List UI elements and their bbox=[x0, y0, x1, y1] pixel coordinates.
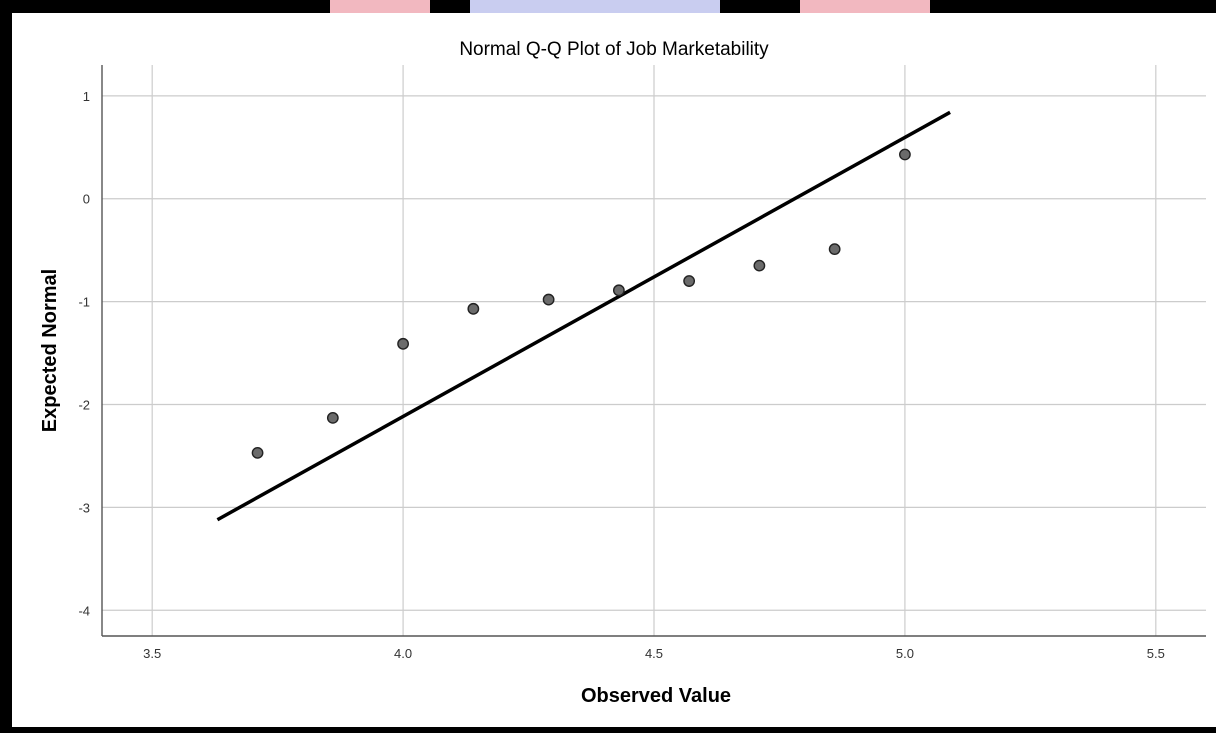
data-point bbox=[683, 275, 696, 287]
y-axis-label: Expected Normal bbox=[39, 269, 61, 432]
x-tick-label: 4.5 bbox=[645, 646, 663, 661]
x-tick-label: 5.0 bbox=[896, 646, 914, 661]
x-tick-label: 4.0 bbox=[394, 646, 412, 661]
decor-red-block-left bbox=[330, 0, 430, 13]
reference-line bbox=[216, 110, 951, 522]
x-tick-label: 3.5 bbox=[143, 646, 161, 661]
x-axis-label: Observed Value bbox=[581, 685, 731, 707]
y-tick-label: 0 bbox=[83, 192, 90, 207]
grid bbox=[102, 65, 1206, 636]
y-tick-label: -4 bbox=[78, 603, 90, 618]
decor-red-block-right bbox=[800, 0, 930, 13]
y-tick-label: -2 bbox=[78, 398, 90, 413]
data-point bbox=[326, 411, 339, 424]
top-decor-banner bbox=[330, 0, 930, 13]
y-tick-label: 1 bbox=[83, 89, 90, 104]
data-points bbox=[251, 148, 911, 459]
x-tick-label: 5.5 bbox=[1147, 646, 1165, 661]
data-point bbox=[612, 284, 625, 297]
data-point bbox=[753, 259, 766, 272]
data-point bbox=[828, 243, 841, 256]
reference-line-group bbox=[216, 110, 951, 522]
data-point bbox=[251, 446, 264, 459]
axes bbox=[101, 65, 1206, 637]
data-point bbox=[467, 302, 480, 315]
tick-labels: 3.5 4.0 4.5 5.0 5.5 1 0 -1 -2 -3 -4 bbox=[78, 89, 1164, 661]
data-point bbox=[397, 337, 409, 350]
decor-blue-block bbox=[470, 0, 720, 13]
data-point bbox=[899, 148, 911, 161]
chart-title: Normal Q-Q Plot of Job Marketability bbox=[459, 39, 769, 60]
y-tick-label: -3 bbox=[78, 500, 90, 515]
data-point bbox=[542, 293, 555, 306]
y-tick-label: -1 bbox=[78, 295, 90, 310]
